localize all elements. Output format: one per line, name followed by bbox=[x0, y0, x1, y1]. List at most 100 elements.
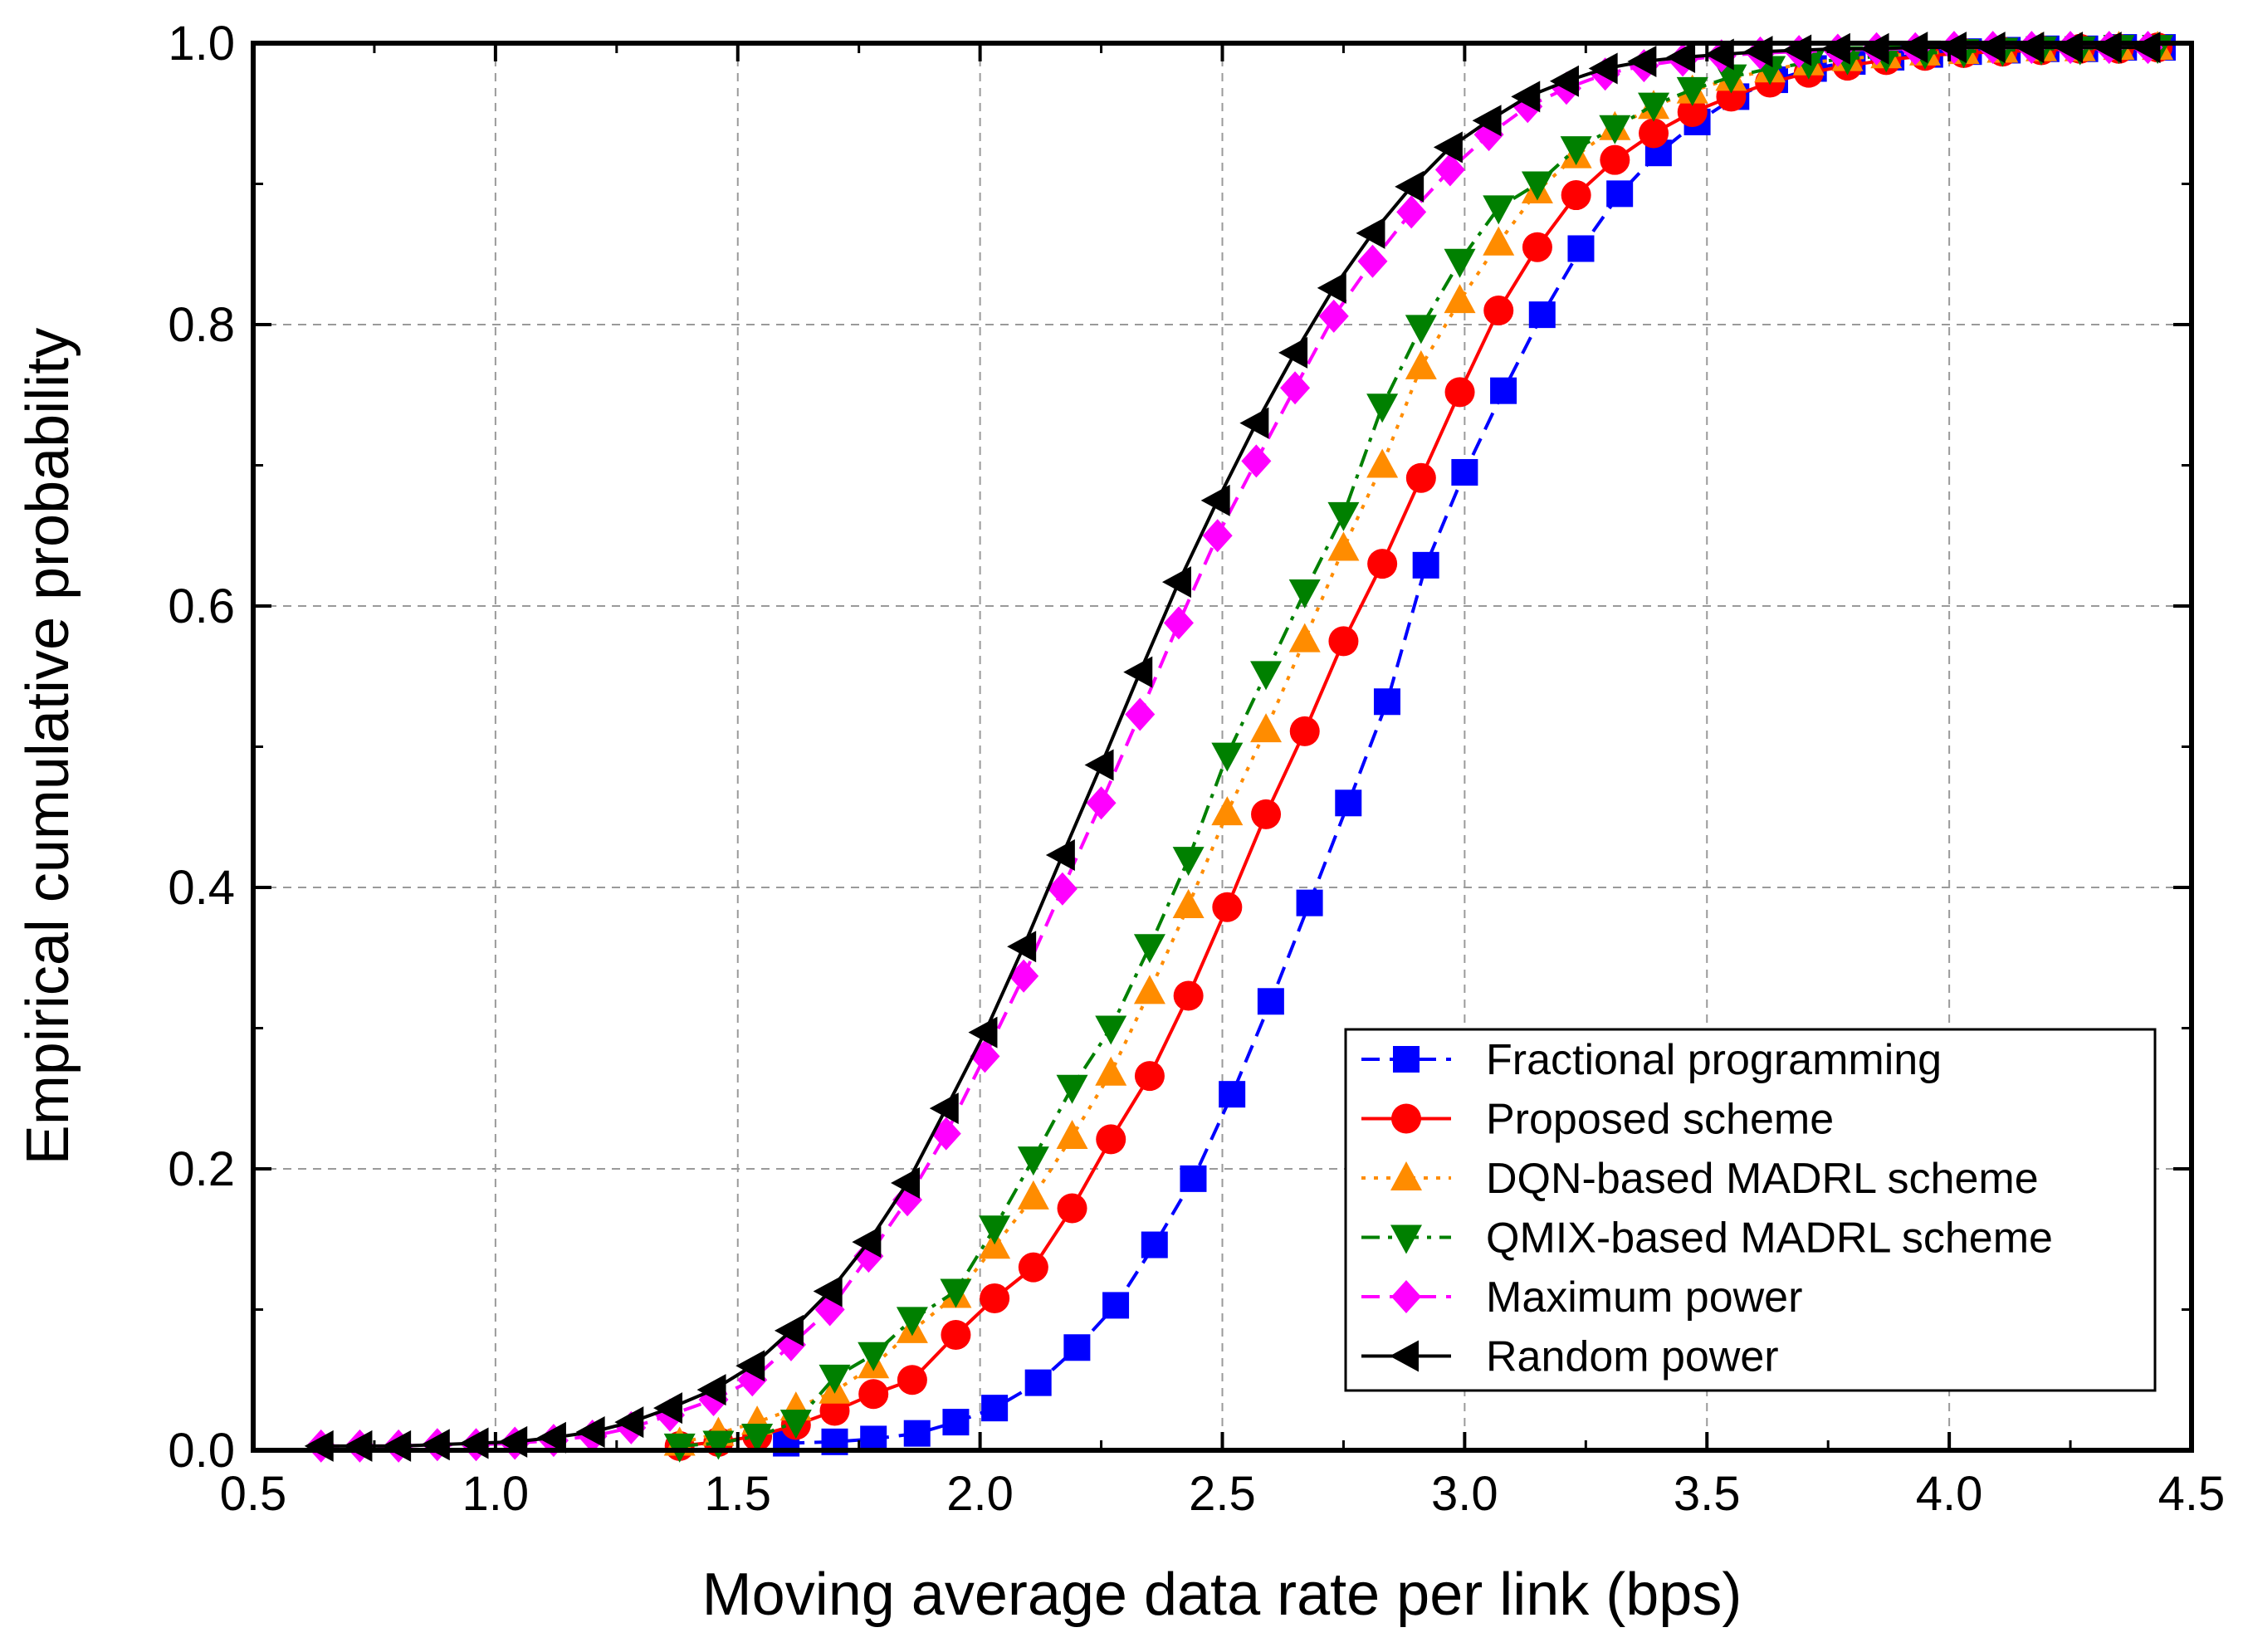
data-point bbox=[1549, 65, 1579, 97]
data-point bbox=[1278, 336, 1308, 369]
data-point bbox=[980, 1283, 1010, 1313]
data-point bbox=[942, 1409, 970, 1436]
data-point bbox=[741, 1424, 774, 1454]
data-point bbox=[1134, 1061, 1165, 1092]
data-point bbox=[1588, 52, 1618, 85]
legend-marker bbox=[1393, 1046, 1420, 1073]
data-point bbox=[779, 1410, 812, 1439]
legend-marker bbox=[1390, 1161, 1422, 1190]
data-point bbox=[1241, 444, 1272, 478]
legend-marker bbox=[1390, 1224, 1422, 1254]
data-point bbox=[1444, 377, 1475, 408]
data-point bbox=[696, 1374, 726, 1406]
data-point bbox=[1317, 271, 1346, 304]
data-point bbox=[1318, 299, 1349, 333]
data-point bbox=[1017, 1146, 1049, 1176]
data-point bbox=[1395, 170, 1424, 203]
data-point bbox=[1599, 115, 1631, 144]
data-point bbox=[1483, 226, 1515, 256]
data-point bbox=[2131, 32, 2161, 64]
data-point bbox=[1219, 1081, 1246, 1108]
y-tick-label: 0.2 bbox=[168, 1142, 235, 1196]
data-point bbox=[1328, 626, 1359, 657]
legend-label: Fractional programming bbox=[1486, 1036, 1942, 1084]
data-point bbox=[1638, 92, 1670, 122]
x-tick-label: 1.0 bbox=[462, 1467, 530, 1521]
data-point bbox=[1095, 1015, 1127, 1045]
data-point bbox=[1715, 64, 1747, 94]
data-point bbox=[1639, 118, 1669, 149]
data-point bbox=[1451, 458, 1478, 486]
data-point bbox=[1018, 1252, 1048, 1283]
data-point bbox=[1490, 377, 1517, 404]
data-point bbox=[1200, 484, 1230, 516]
data-point bbox=[858, 1342, 890, 1371]
data-point bbox=[1327, 501, 1360, 531]
data-point bbox=[1047, 872, 1078, 906]
data-point bbox=[1173, 980, 1204, 1011]
data-point bbox=[304, 1430, 334, 1462]
data-point bbox=[896, 1307, 928, 1337]
data-point bbox=[1057, 1193, 1087, 1224]
data-point bbox=[1239, 407, 1269, 439]
data-point bbox=[891, 1166, 921, 1199]
data-point bbox=[1009, 959, 1039, 993]
data-point bbox=[1396, 195, 1427, 229]
data-point bbox=[852, 1226, 882, 1259]
data-point bbox=[858, 1379, 889, 1410]
data-point bbox=[979, 1215, 1011, 1245]
data-point bbox=[702, 1430, 735, 1460]
data-point bbox=[1521, 171, 1553, 201]
data-point bbox=[1024, 1369, 1052, 1396]
data-point bbox=[1063, 1334, 1091, 1361]
data-point bbox=[1405, 315, 1437, 345]
data-point bbox=[1373, 688, 1400, 716]
legend-label: QMIX-based MADRL scheme bbox=[1486, 1215, 2053, 1263]
data-point bbox=[1095, 1056, 1127, 1086]
data-point bbox=[1133, 934, 1165, 964]
data-point bbox=[1561, 180, 1591, 211]
data-point bbox=[1007, 931, 1037, 963]
data-point bbox=[1172, 847, 1205, 877]
data-point bbox=[1161, 566, 1191, 599]
data-point bbox=[1327, 531, 1360, 561]
y-tick-label: 0.6 bbox=[168, 579, 235, 633]
data-point bbox=[1483, 195, 1515, 225]
data-point bbox=[1257, 988, 1284, 1015]
data-point bbox=[940, 1278, 972, 1308]
data-point bbox=[1472, 105, 1502, 137]
data-point bbox=[1250, 713, 1283, 743]
data-point bbox=[1056, 1074, 1088, 1104]
data-point bbox=[1133, 975, 1165, 1004]
x-tick-label: 3.0 bbox=[1431, 1467, 1498, 1521]
x-tick-label: 0.5 bbox=[220, 1467, 287, 1521]
data-point bbox=[1211, 742, 1244, 772]
data-point bbox=[536, 1421, 566, 1454]
y-tick-label: 0.8 bbox=[168, 298, 235, 352]
axis-ticks: 0.5 1.0 1.5 2.0 2.5 3.0 3.5 4.0 4.5 0.0 0.2 0.4 0.6 0… bbox=[168, 17, 2225, 1521]
data-point bbox=[1976, 32, 2006, 64]
data-point bbox=[1288, 579, 1321, 609]
legend-box bbox=[1344, 1028, 2157, 1392]
data-point bbox=[819, 1364, 851, 1394]
data-point bbox=[774, 1314, 804, 1347]
data-point bbox=[1898, 32, 1928, 64]
data-point bbox=[1056, 1120, 1088, 1150]
data-point bbox=[813, 1275, 843, 1307]
legend-label: Maximum power bbox=[1486, 1273, 1802, 1322]
x-tick-label: 1.5 bbox=[704, 1467, 771, 1521]
data-point bbox=[1366, 393, 1399, 423]
data-point bbox=[1666, 41, 1696, 73]
data-point bbox=[1606, 180, 1634, 208]
data-point bbox=[1511, 81, 1541, 113]
data-point bbox=[1412, 551, 1439, 579]
data-point bbox=[1483, 296, 1514, 326]
data-point bbox=[1627, 46, 1657, 78]
legend-label: Proposed scheme bbox=[1486, 1096, 1834, 1144]
data-point bbox=[1123, 656, 1153, 688]
data-point bbox=[1045, 839, 1075, 872]
data-point bbox=[382, 1430, 412, 1462]
y-axis-title: Empirical cumulative probability bbox=[15, 328, 81, 1165]
data-point bbox=[343, 1430, 373, 1462]
